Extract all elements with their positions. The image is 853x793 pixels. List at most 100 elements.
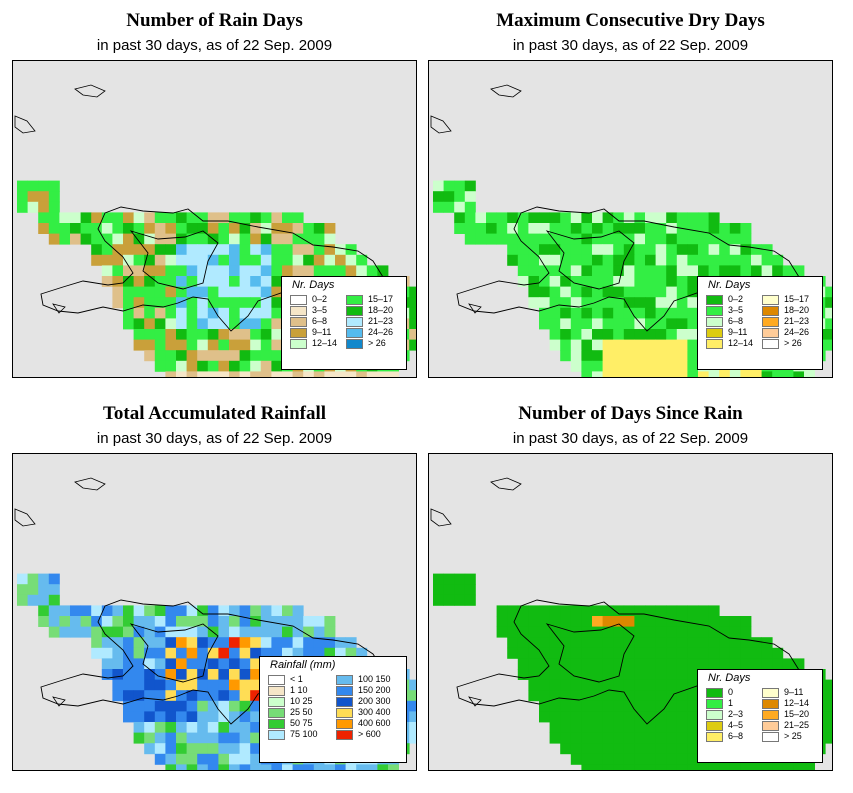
grid-cell (560, 647, 572, 659)
grid-cell (207, 732, 219, 744)
grid-cell (27, 180, 39, 192)
grid-cell (186, 637, 198, 649)
grid-cell (443, 573, 455, 585)
grid-cell (517, 647, 529, 659)
grid-cell (539, 276, 550, 287)
grid-cell (676, 711, 688, 723)
grid-cell (729, 233, 741, 245)
grid-cell (335, 244, 346, 256)
grid-cell (570, 286, 582, 298)
grid-cell (229, 329, 240, 340)
grid-cell (112, 233, 124, 245)
grid-cell (313, 637, 325, 649)
grid-cell (144, 318, 156, 330)
grid-cell (549, 254, 561, 266)
grid-cell (634, 605, 646, 617)
grid-cell (197, 265, 209, 277)
grid-cell (229, 605, 240, 617)
grid-cell (698, 605, 709, 617)
grid-cell (112, 297, 124, 309)
grid-cell (324, 244, 336, 256)
grid-cell (409, 318, 416, 330)
grid-cell (144, 254, 156, 266)
grid-cell (48, 626, 60, 638)
grid-cell (634, 658, 646, 670)
grid-cell (101, 244, 113, 256)
grid-cell (623, 244, 635, 256)
grid-cell (186, 690, 198, 702)
grid-cell (602, 371, 614, 377)
grid-cell (144, 339, 156, 351)
grid-cell (581, 244, 593, 256)
grid-cell (613, 753, 625, 765)
grid-cell (676, 647, 688, 659)
grid-cell (218, 700, 230, 712)
grid-cell (539, 679, 550, 691)
grid-cell (239, 307, 251, 319)
grid-cell (539, 244, 550, 256)
grid-cell (645, 690, 656, 702)
grid-cell (698, 637, 709, 649)
grid-cell (496, 212, 508, 224)
grid-cell (239, 318, 251, 330)
grid-cell (133, 669, 145, 680)
grid-cell (144, 722, 156, 733)
grid-cell (250, 616, 262, 627)
grid-cell (218, 669, 230, 680)
grid-cell (570, 605, 582, 617)
grid-cell (592, 233, 603, 245)
grid-cell (560, 339, 572, 351)
grid-cell (186, 297, 198, 309)
grid-cell (623, 212, 635, 224)
grid-cell (144, 616, 156, 627)
grid-cell (165, 637, 177, 649)
grid-cell (154, 360, 166, 372)
grid-cell (133, 297, 145, 309)
grid-cell (613, 743, 625, 755)
grid-cell (165, 711, 177, 723)
grid-cell (645, 637, 656, 649)
grid-cell (91, 212, 103, 224)
grid-cell (271, 350, 283, 362)
grid-cell (197, 307, 209, 319)
grid-cell (207, 350, 219, 362)
grid-cell (740, 244, 752, 256)
grid-cell (101, 669, 113, 680)
grid-cell (687, 265, 699, 277)
grid-cell (761, 647, 773, 659)
grid-cell (687, 711, 699, 723)
grid-cell (496, 616, 508, 627)
grid-cell (239, 371, 251, 377)
grid-cell (229, 732, 240, 744)
grid-cell (740, 647, 752, 659)
grid-cell (623, 254, 635, 266)
grid-cell (207, 244, 219, 256)
panel-subtitle: in past 30 days, as of 22 Sep. 2009 (96, 430, 333, 447)
grid-cell (229, 307, 240, 319)
grid-cell (602, 700, 614, 712)
grid-cell (377, 764, 389, 770)
grid-cell (282, 637, 293, 649)
grid-cell (623, 350, 635, 362)
grid-cell (602, 276, 614, 287)
grid-cell (655, 679, 667, 691)
grid-cell (335, 637, 346, 649)
grid-cell (634, 732, 646, 744)
legend-label: 6–8 (312, 316, 328, 326)
grid-cell (560, 265, 572, 277)
grid-cell (666, 616, 678, 627)
grid-cell (581, 339, 593, 351)
grid-cell (698, 764, 709, 770)
grid-cell (592, 223, 603, 234)
grid-cell (154, 616, 166, 627)
grid-cell (133, 647, 145, 659)
grid-cell (335, 265, 346, 277)
grid-cell (260, 371, 272, 377)
grid-cell (207, 616, 219, 627)
grid-cell (708, 371, 720, 377)
grid-cell (38, 180, 50, 192)
grid-cell (80, 605, 92, 617)
grid-cell (570, 350, 582, 362)
grid-cell (517, 233, 529, 245)
legend-swatch (290, 328, 307, 338)
